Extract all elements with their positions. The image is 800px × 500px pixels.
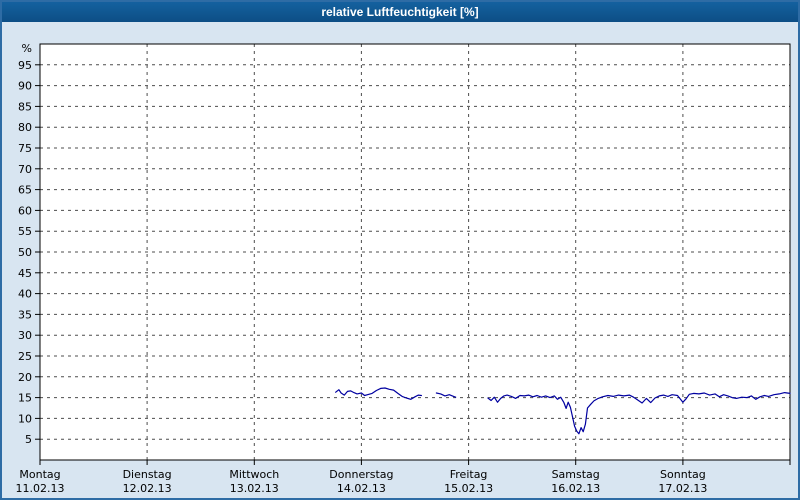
x-axis-day-label: Samstag bbox=[552, 468, 600, 481]
y-axis-tick-label: 55 bbox=[18, 225, 32, 238]
y-axis-unit-label: % bbox=[22, 42, 32, 55]
y-axis-tick-label: 95 bbox=[18, 59, 32, 72]
humidity-line-chart: 5 10 15 20 25 30 35 40 45 50 55 60 65 70 75 80 85 90 95% Mo… bbox=[16, 42, 791, 495]
y-axis-tick-label: 20 bbox=[18, 371, 32, 384]
chart-title: relative Luftfeuchtigkeit [%] bbox=[321, 5, 479, 19]
y-axis-tick-label: 5 bbox=[25, 433, 32, 446]
x-axis-date-label: 16.02.13 bbox=[551, 482, 600, 495]
y-axis-tick-label: 65 bbox=[18, 184, 32, 197]
series-line bbox=[435, 392, 457, 398]
x-axis-day-label: Sonntag bbox=[660, 468, 706, 481]
series-line bbox=[335, 387, 422, 400]
y-axis-tick-label: 10 bbox=[18, 412, 32, 425]
y-axis-tick-label: 40 bbox=[18, 288, 32, 301]
y-axis-tick-label: 45 bbox=[18, 267, 32, 280]
y-axis-tick-label: 60 bbox=[18, 204, 32, 217]
x-axis-day-label: Mittwoch bbox=[229, 468, 279, 481]
y-axis-tick-label: 15 bbox=[18, 392, 32, 405]
y-axis-tick-label: 85 bbox=[18, 100, 32, 113]
y-axis-tick-label: 75 bbox=[18, 142, 32, 155]
y-axis-tick-label: 25 bbox=[18, 350, 32, 363]
x-axis-day-label: Montag bbox=[19, 468, 60, 481]
x-axis-day-label: Donnerstag bbox=[329, 468, 393, 481]
x-axis-date-label: 15.02.13 bbox=[444, 482, 493, 495]
title-bar: relative Luftfeuchtigkeit [%] bbox=[2, 2, 798, 22]
y-axis-tick-label: 50 bbox=[18, 246, 32, 259]
y-axis-tick-label: 90 bbox=[18, 80, 32, 93]
x-axis-date-label: 11.02.13 bbox=[16, 482, 65, 495]
x-axis-date-label: 14.02.13 bbox=[337, 482, 386, 495]
x-axis-day-label: Dienstag bbox=[123, 468, 172, 481]
y-axis-tick-label: 70 bbox=[18, 163, 32, 176]
y-axis-tick-label: 30 bbox=[18, 329, 32, 342]
x-axis-date-label: 17.02.13 bbox=[658, 482, 707, 495]
y-axis-tick-label: 80 bbox=[18, 121, 32, 134]
x-axis-date-label: 13.02.13 bbox=[230, 482, 279, 495]
x-axis-date-label: 12.02.13 bbox=[123, 482, 172, 495]
x-axis-day-label: Freitag bbox=[450, 468, 488, 481]
series-line bbox=[487, 392, 791, 435]
y-axis-tick-label: 35 bbox=[18, 308, 32, 321]
